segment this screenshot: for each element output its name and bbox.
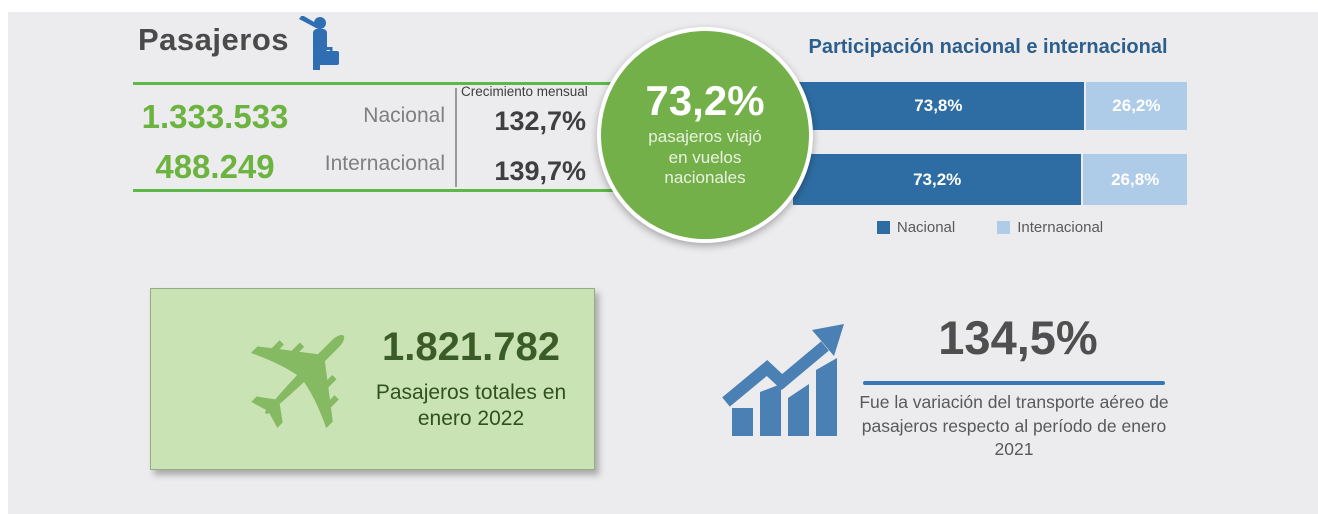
bar-bottom-nacional-segment: 73,2%	[793, 154, 1082, 205]
traveler-icon	[299, 16, 339, 70]
circle-percentage: 73,2%	[645, 77, 765, 124]
total-passengers-caption: Pasajeros totales en enero 2022	[375, 381, 567, 431]
circle-caption: pasajeros viajó en vuelos nacionales	[648, 127, 762, 188]
table-top-rule	[133, 82, 611, 85]
total-passengers-value: 1.821.782	[382, 325, 560, 369]
participation-bar-bottom: 73,2% 26,8%	[793, 154, 1187, 205]
nacional-row-label: Nacional	[363, 104, 445, 127]
bar-top-internacional-label: 26,2%	[1112, 96, 1161, 115]
nacional-growth-value: 132,7%	[494, 106, 586, 136]
legend-label-nacional: Nacional	[896, 219, 956, 236]
bar-top-internacional-segment: 26,2%	[1083, 82, 1187, 130]
legend-item-nacional: Nacional	[876, 219, 956, 236]
bar-bottom-internacional-label: 26,8%	[1111, 169, 1160, 189]
table-divider	[455, 88, 457, 187]
internacional-passengers-value: 488.249	[155, 148, 275, 185]
internacional-row-label: Internacional	[324, 152, 445, 175]
growth-chart-icon	[722, 324, 844, 436]
nacional-passengers-value: 1.333.533	[141, 98, 289, 135]
participation-bar-top: 73,8% 26,2%	[793, 82, 1187, 130]
page-title: Pasajeros	[138, 22, 289, 57]
legend-item-internacional: Internacional	[997, 219, 1103, 236]
participation-legend: Nacional Internacional	[793, 219, 1187, 236]
totals-text-block: 1.821.782 Pasajeros totales en enero 202…	[356, 325, 586, 433]
variation-percentage: 134,5%	[938, 311, 1098, 364]
bar-bottom-nacional-label: 73,2%	[913, 169, 962, 189]
bar-top-nacional-segment: 73,8%	[793, 82, 1084, 130]
growth-column-header: Crecimiento mensual	[461, 84, 588, 99]
variation-caption: Fue la variación del transporte aéreo de…	[859, 392, 1169, 460]
legend-label-internacional: Internacional	[1017, 219, 1104, 236]
internacional-growth-value: 139,7%	[494, 156, 586, 186]
highlight-circle: 73,2% pasajeros viajó en vuelos nacional…	[597, 27, 813, 243]
participation-title: Participación nacional e internacional	[808, 36, 1168, 58]
bar-top-nacional-label: 73,8%	[914, 96, 963, 115]
bar-bottom-internacional-segment: 26,8%	[1081, 154, 1187, 205]
variation-underline	[863, 381, 1165, 385]
legend-swatch-nacional	[876, 221, 890, 234]
totals-card: ✈ 1.821.782 Pasajeros totales en enero 2…	[150, 270, 595, 484]
table-bottom-rule	[133, 189, 614, 192]
legend-swatch-internacional	[997, 221, 1011, 234]
